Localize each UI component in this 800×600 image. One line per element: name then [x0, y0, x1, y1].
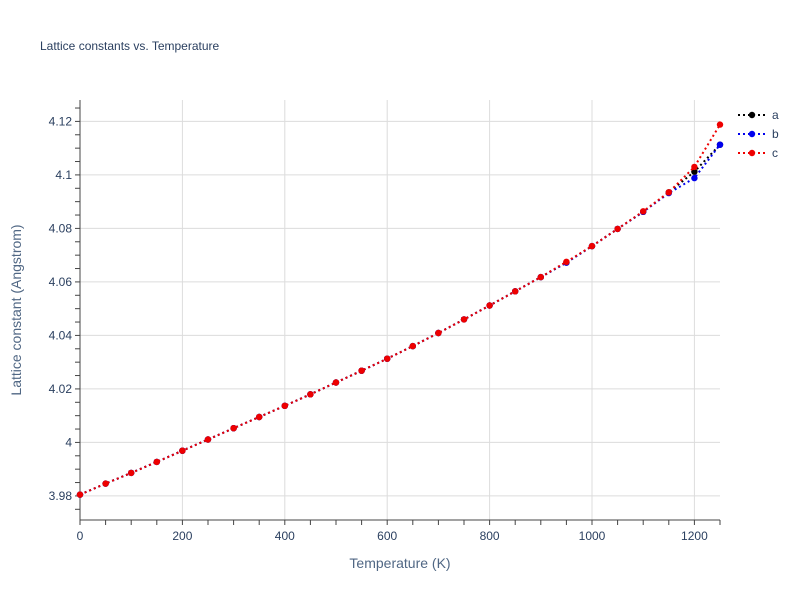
data-point-a[interactable]: [691, 168, 698, 175]
data-point-c[interactable]: [153, 458, 160, 466]
data-point-c[interactable]: [281, 402, 288, 409]
data-point-c[interactable]: [332, 379, 340, 386]
data-point-c[interactable]: [204, 436, 212, 443]
x-axis-title: Temperature (K): [349, 555, 450, 571]
data-point-c[interactable]: [358, 367, 365, 374]
data-point-c[interactable]: [563, 258, 570, 265]
legend-label: c: [772, 146, 778, 160]
x-tick-label: 1000: [579, 529, 606, 543]
legend-item-c[interactable]: c: [738, 146, 778, 160]
data-point-c[interactable]: [691, 163, 698, 171]
x-tick-label: 600: [377, 529, 397, 543]
data-point-c[interactable]: [128, 469, 135, 477]
y-tick-label: 4.06: [49, 275, 73, 289]
y-tick-label: 4: [65, 435, 72, 449]
data-point-c[interactable]: [102, 480, 109, 487]
series-c: [76, 121, 724, 498]
data-point-c[interactable]: [76, 491, 84, 498]
data-point-c[interactable]: [716, 121, 724, 128]
data-point-c[interactable]: [614, 225, 621, 233]
x-tick-label: 1200: [681, 529, 708, 543]
y-tick-label: 4.02: [49, 382, 73, 396]
x-tick-label: 0: [77, 529, 84, 543]
legend-label: a: [772, 108, 779, 122]
x-tick-label: 800: [480, 529, 500, 543]
data-point-c[interactable]: [230, 425, 237, 432]
data-point-b[interactable]: [716, 141, 724, 148]
legend-item-b[interactable]: b: [738, 127, 779, 141]
y-tick-label: 3.98: [49, 489, 73, 503]
data-point-c[interactable]: [384, 355, 391, 362]
data-point-c[interactable]: [512, 288, 519, 295]
y-tick-label: 4.12: [49, 114, 73, 128]
y-axis-title: Lattice constant (Angstrom): [8, 224, 24, 395]
x-tick-label: 200: [172, 529, 192, 543]
data-point-c[interactable]: [486, 302, 493, 309]
data-point-c[interactable]: [179, 447, 186, 454]
series-a: [76, 141, 724, 498]
y-tick-label: 4.1: [55, 168, 72, 182]
data-point-c[interactable]: [640, 208, 647, 215]
data-point-c[interactable]: [307, 391, 314, 398]
data-point-c[interactable]: [588, 242, 596, 250]
data-point-c[interactable]: [460, 316, 468, 323]
axes: 0 200 400 600 800 1000 1200 3.98 4 4.02 4.04 4.06 4.…: [49, 100, 721, 543]
legend[interactable]: abc: [738, 108, 779, 160]
series-group: [76, 121, 724, 498]
gridlines: [80, 100, 720, 520]
data-point-c[interactable]: [435, 329, 442, 337]
y-tick-label: 4.08: [49, 221, 73, 235]
legend-marker: [748, 130, 756, 138]
legend-label: b: [772, 127, 779, 141]
series-b: [76, 141, 724, 498]
data-point-c[interactable]: [537, 273, 544, 281]
x-tick-label: 400: [275, 529, 295, 543]
chart-title: Lattice constants vs. Temperature: [40, 39, 220, 53]
legend-marker: [748, 149, 756, 157]
data-point-c[interactable]: [409, 342, 416, 350]
series-line-c: [79, 124, 721, 496]
legend-item-a[interactable]: a: [738, 108, 779, 122]
y-tick-label: 4.04: [49, 328, 73, 342]
data-point-b[interactable]: [691, 174, 698, 182]
data-point-c[interactable]: [256, 413, 263, 421]
legend-marker: [748, 111, 756, 119]
data-point-c[interactable]: [665, 189, 672, 196]
